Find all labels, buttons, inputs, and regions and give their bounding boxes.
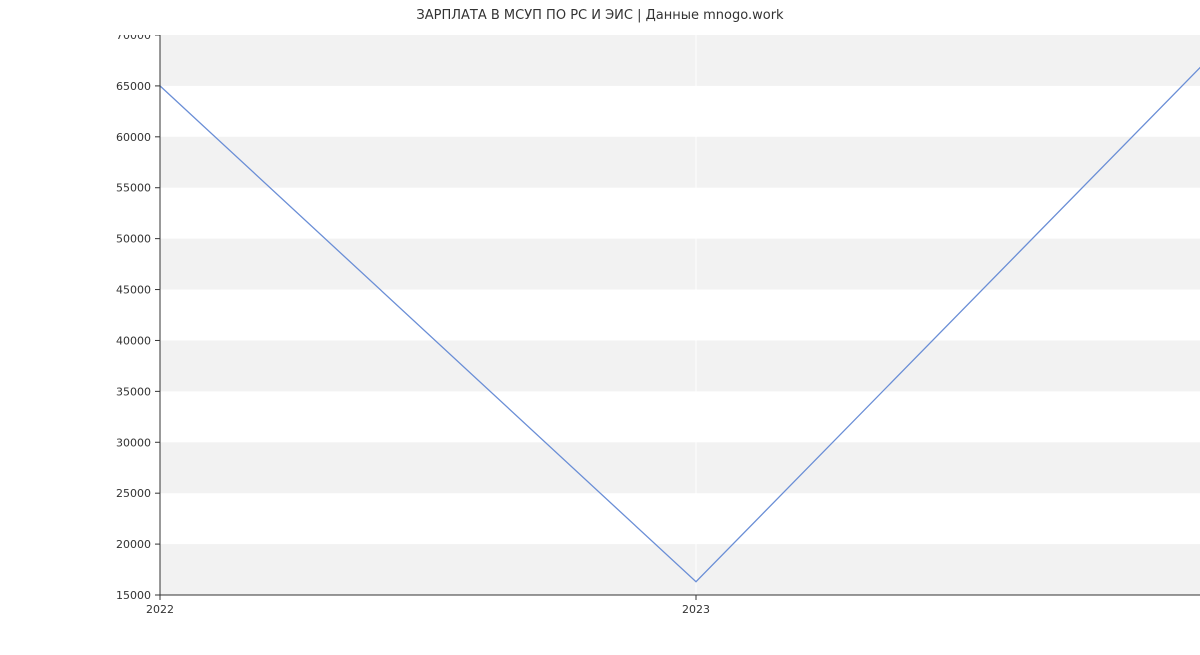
grid-band [160, 239, 1200, 290]
y-tick-label: 15000 [116, 589, 151, 602]
y-tick-label: 60000 [116, 131, 151, 144]
y-tick-label: 70000 [116, 35, 151, 42]
y-tick-label: 20000 [116, 538, 151, 551]
y-tick-label: 30000 [116, 436, 151, 449]
chart-title: ЗАРПЛАТА В МСУП ПО РС И ЭИС | Данные mno… [0, 8, 1200, 23]
y-tick-label: 40000 [116, 334, 151, 347]
x-tick-label: 2022 [146, 603, 174, 616]
y-tick-label: 50000 [116, 233, 151, 246]
x-tick-label: 2023 [682, 603, 710, 616]
y-tick-label: 25000 [116, 487, 151, 500]
y-tick-label: 35000 [116, 385, 151, 398]
grid-band [160, 137, 1200, 188]
grid-band [160, 442, 1200, 493]
y-tick-label: 55000 [116, 182, 151, 195]
grid-band [160, 35, 1200, 86]
plot-area: 1500020000250003000035000400004500050000… [100, 35, 1172, 595]
chart-svg: 15000 20000 25000 30000 35000 40000 45000 50000… [100, 35, 1200, 655]
y-tick-label: 45000 [116, 284, 151, 297]
y-tick-label: 65000 [116, 80, 151, 93]
grid-band [160, 544, 1200, 595]
grid-band [160, 340, 1200, 391]
